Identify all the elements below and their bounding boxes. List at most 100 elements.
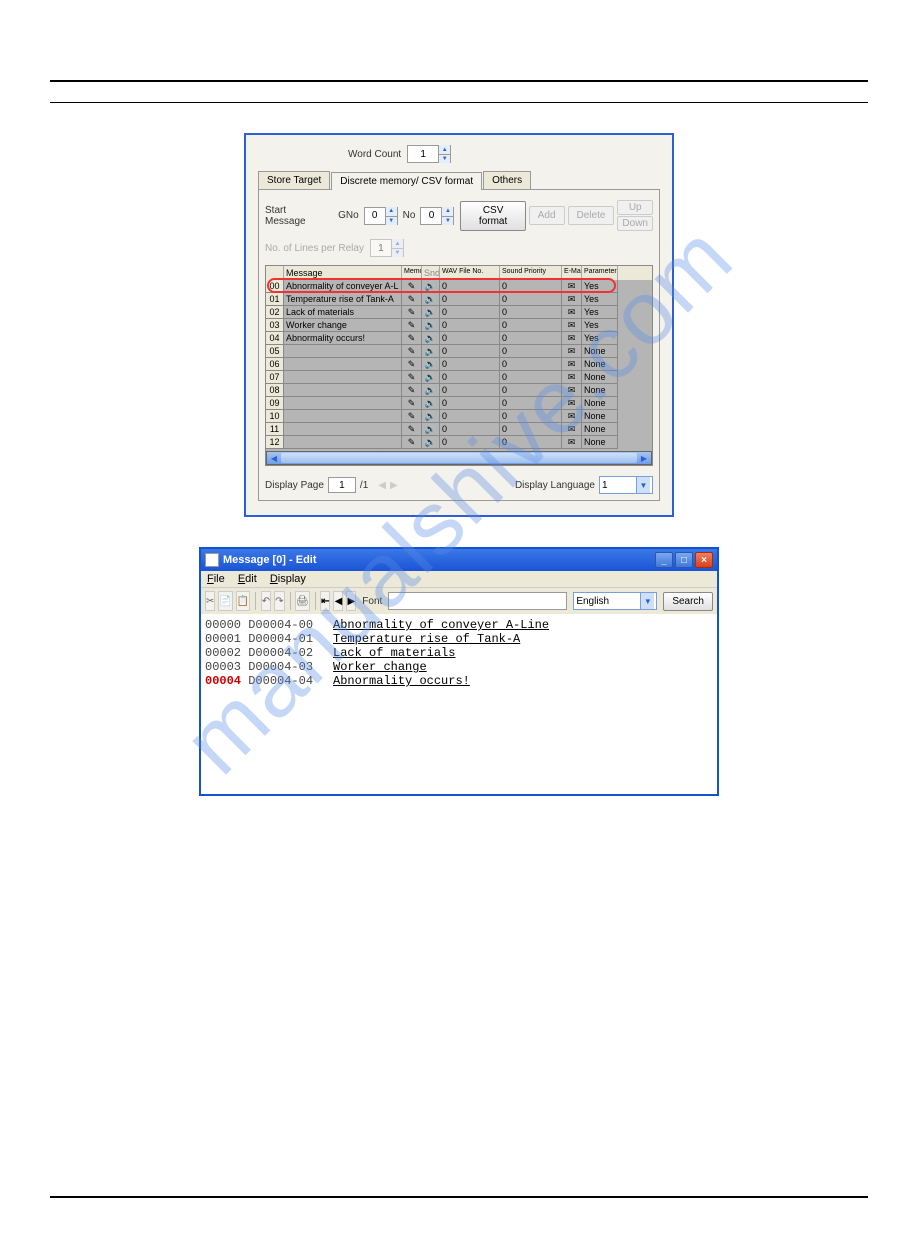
row-sound-priority[interactable]: 0 — [500, 332, 562, 345]
row-sound-priority[interactable]: 0 — [500, 436, 562, 449]
table-row[interactable]: 05✎🔊00✉None — [266, 345, 652, 358]
scroll-right-icon[interactable]: ▶ — [637, 452, 651, 464]
table-row[interactable]: 12✎🔊00✉None — [266, 436, 652, 449]
no-spinner[interactable]: ▲▼ — [420, 207, 454, 225]
word-count-input[interactable] — [408, 146, 438, 162]
menu-edit[interactable]: Edit — [238, 573, 257, 585]
row-wav[interactable]: 0 — [440, 410, 500, 423]
memorize-icon[interactable]: ✎ — [402, 345, 422, 358]
display-language-select[interactable]: 1 ▼ — [599, 476, 653, 494]
email-icon[interactable]: ✉ — [562, 345, 582, 358]
email-icon[interactable]: ✉ — [562, 358, 582, 371]
sound-icon[interactable]: 🔊 — [422, 358, 440, 371]
row-sound-priority[interactable]: 0 — [500, 397, 562, 410]
row-wav[interactable]: 0 — [440, 358, 500, 371]
row-parameter[interactable]: None — [582, 436, 618, 449]
search-button[interactable]: Search — [663, 592, 713, 611]
tab-store-target[interactable]: Store Target — [258, 171, 330, 189]
row-wav[interactable]: 0 — [440, 319, 500, 332]
row-message[interactable] — [284, 436, 402, 449]
sound-icon[interactable]: 🔊 — [422, 293, 440, 306]
row-parameter[interactable]: Yes — [582, 319, 618, 332]
table-row[interactable]: 03Worker change✎🔊00✉Yes — [266, 319, 652, 332]
gno-spinner[interactable]: ▲▼ — [364, 207, 398, 225]
row-parameter[interactable]: Yes — [582, 293, 618, 306]
redo-icon[interactable]: ↷ — [274, 591, 284, 611]
cut-icon[interactable]: ✂ — [205, 591, 215, 611]
row-parameter[interactable]: Yes — [582, 306, 618, 319]
nav-prev-icon[interactable]: ◀ — [333, 591, 343, 611]
close-button[interactable]: × — [695, 552, 713, 568]
csv-format-button[interactable]: CSV format — [460, 201, 525, 231]
memorize-icon[interactable]: ✎ — [402, 410, 422, 423]
row-wav[interactable]: 0 — [440, 332, 500, 345]
row-sound-priority[interactable]: 0 — [500, 423, 562, 436]
message-line[interactable]: Worker change — [333, 660, 549, 674]
message-line[interactable]: Abnormality of conveyer A-Line — [333, 618, 549, 632]
scroll-thumb[interactable] — [281, 453, 637, 463]
sound-icon[interactable]: 🔊 — [422, 384, 440, 397]
row-message[interactable] — [284, 371, 402, 384]
table-row[interactable]: 00Abnormality of conveyer A-L✎🔊00✉Yes — [266, 280, 652, 293]
email-icon[interactable]: ✉ — [562, 319, 582, 332]
message-line[interactable]: Lack of materials — [333, 646, 549, 660]
memorize-icon[interactable]: ✎ — [402, 371, 422, 384]
chevron-down-icon[interactable]: ▼ — [640, 593, 654, 609]
row-parameter[interactable]: Yes — [582, 332, 618, 345]
row-sound-priority[interactable]: 0 — [500, 358, 562, 371]
language-select[interactable]: English ▼ — [573, 592, 657, 610]
memorize-icon[interactable]: ✎ — [402, 293, 422, 306]
email-icon[interactable]: ✉ — [562, 280, 582, 293]
table-row[interactable]: 08✎🔊00✉None — [266, 384, 652, 397]
row-message[interactable] — [284, 410, 402, 423]
row-wav[interactable]: 0 — [440, 345, 500, 358]
sound-icon[interactable]: 🔊 — [422, 280, 440, 293]
row-parameter[interactable]: None — [582, 410, 618, 423]
row-wav[interactable]: 0 — [440, 280, 500, 293]
memorize-icon[interactable]: ✎ — [402, 306, 422, 319]
row-parameter[interactable]: None — [582, 358, 618, 371]
nav-back-icon[interactable]: ⇤ — [320, 591, 330, 611]
maximize-button[interactable]: □ — [675, 552, 693, 568]
row-parameter[interactable]: None — [582, 345, 618, 358]
table-row[interactable]: 10✎🔊00✉None — [266, 410, 652, 423]
message-line[interactable]: Abnormality occurs! — [333, 674, 549, 688]
sound-icon[interactable]: 🔊 — [422, 423, 440, 436]
row-wav[interactable]: 0 — [440, 293, 500, 306]
row-sound-priority[interactable]: 0 — [500, 371, 562, 384]
no-input[interactable] — [421, 208, 441, 224]
font-input[interactable] — [388, 592, 567, 610]
copy-icon[interactable]: 📄 — [218, 591, 232, 611]
row-message[interactable]: Lack of materials — [284, 306, 402, 319]
menu-file[interactable]: File — [207, 573, 225, 585]
email-icon[interactable]: ✉ — [562, 371, 582, 384]
row-sound-priority[interactable]: 0 — [500, 306, 562, 319]
gno-input[interactable] — [365, 208, 385, 224]
row-message[interactable]: Abnormality occurs! — [284, 332, 402, 345]
memorize-icon[interactable]: ✎ — [402, 319, 422, 332]
spin-up-icon[interactable]: ▲ — [438, 145, 450, 154]
row-sound-priority[interactable]: 0 — [500, 345, 562, 358]
memorize-icon[interactable]: ✎ — [402, 332, 422, 345]
nav-next-icon[interactable]: ▶ — [346, 591, 356, 611]
sound-icon[interactable]: 🔊 — [422, 397, 440, 410]
row-wav[interactable]: 0 — [440, 397, 500, 410]
memorize-icon[interactable]: ✎ — [402, 436, 422, 449]
row-parameter[interactable]: None — [582, 397, 618, 410]
email-icon[interactable]: ✉ — [562, 332, 582, 345]
row-sound-priority[interactable]: 0 — [500, 293, 562, 306]
memorize-icon[interactable]: ✎ — [402, 280, 422, 293]
spin-up-icon[interactable]: ▲ — [385, 207, 397, 216]
email-icon[interactable]: ✉ — [562, 410, 582, 423]
editor-content[interactable]: 00000 D00004-0000001 D00004-0100002 D000… — [201, 614, 717, 794]
row-parameter[interactable]: Yes — [582, 280, 618, 293]
email-icon[interactable]: ✉ — [562, 423, 582, 436]
scroll-left-icon[interactable]: ◀ — [267, 452, 281, 464]
row-message[interactable]: Worker change — [284, 319, 402, 332]
table-row[interactable]: 07✎🔊00✉None — [266, 371, 652, 384]
memorize-icon[interactable]: ✎ — [402, 358, 422, 371]
sound-icon[interactable]: 🔊 — [422, 345, 440, 358]
row-message[interactable] — [284, 423, 402, 436]
sound-icon[interactable]: 🔊 — [422, 332, 440, 345]
row-message[interactable] — [284, 397, 402, 410]
